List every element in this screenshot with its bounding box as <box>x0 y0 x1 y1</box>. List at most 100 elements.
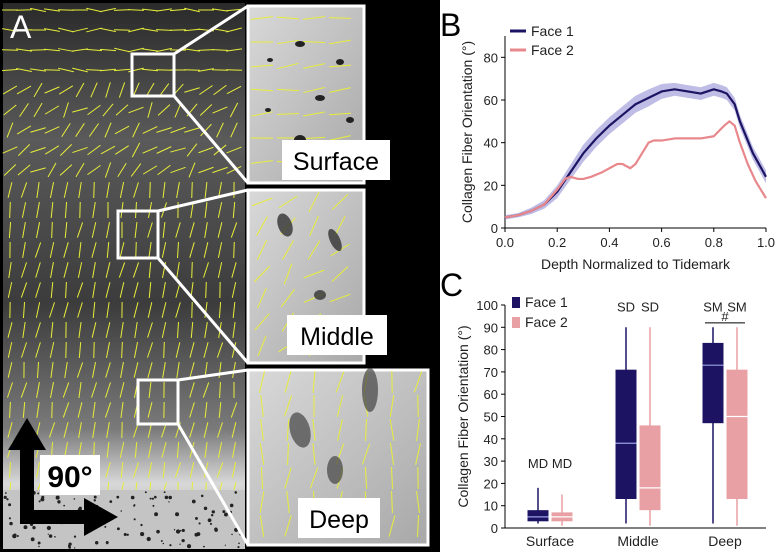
fiber-segment <box>35 322 41 338</box>
chart-b-legend-label: Face 1 <box>531 23 574 39</box>
bone-speckle <box>3 495 7 499</box>
fiber-segment <box>63 262 69 278</box>
fiber-segment <box>78 341 82 359</box>
fiber-segment <box>30 68 46 72</box>
fiber-segment <box>217 422 223 438</box>
inset-fiber-segment <box>276 88 300 92</box>
fiber-segment <box>106 441 110 459</box>
chart-c-box <box>527 510 549 522</box>
chart-b-x-tick-label: 0.4 <box>600 235 618 250</box>
fiber-segment <box>161 442 167 458</box>
fiber-segment <box>75 82 85 98</box>
inset-fiber-segment <box>417 514 419 538</box>
fiber-segment <box>16 48 32 52</box>
inset-fiber-segment <box>328 17 352 19</box>
chart-c-box <box>726 369 748 500</box>
fiber-segment <box>212 166 228 174</box>
fiber-segment <box>119 182 125 198</box>
inset-fiber-segment <box>309 215 319 237</box>
inset-fiber-segment <box>308 191 320 213</box>
arrow-right-icon <box>84 498 118 536</box>
fiber-segment <box>156 127 172 133</box>
chart-c-y-tick-label: 90 <box>484 320 498 335</box>
inset-fiber-segment <box>415 443 421 465</box>
fiber-segment <box>50 382 54 398</box>
bone-speckle <box>198 522 201 525</box>
inset-fiber-segment <box>413 371 423 393</box>
fiber-segment <box>33 82 43 98</box>
bone-speckle <box>78 506 82 510</box>
fiber-segment <box>156 47 172 53</box>
bone-speckle <box>116 527 120 531</box>
fiber-segment <box>104 402 112 418</box>
panel-b-letter: B <box>440 7 461 43</box>
fiber-segment <box>63 182 69 198</box>
chart-c-box <box>702 342 724 424</box>
chart-b-line-2 <box>504 120 767 219</box>
fiber-segment <box>198 146 214 154</box>
inset-fiber-segment <box>307 240 321 260</box>
fiber-segment <box>16 67 32 73</box>
bone-speckle <box>229 503 234 508</box>
chart-b-legend-label: Face 2 <box>531 42 574 58</box>
chart-c-annotation: MD <box>552 456 572 471</box>
inset-fiber-segment <box>284 467 292 489</box>
fiber-segment <box>148 261 152 279</box>
fiber-segment <box>133 302 139 318</box>
bone-speckle <box>74 547 76 549</box>
chart-c-annotation: SD <box>641 300 659 315</box>
fiber-segment <box>203 262 209 278</box>
fiber-segment <box>120 362 124 378</box>
fiber-segment <box>34 242 42 258</box>
inset-fiber-segment <box>312 443 316 465</box>
bone-speckle <box>94 541 99 545</box>
inset-fiber-segment <box>303 111 325 117</box>
fiber-segment <box>118 82 126 98</box>
bone-speckle <box>173 529 176 531</box>
bone-speckle <box>214 528 218 532</box>
fiber-segment <box>20 282 28 298</box>
fiber-segment <box>59 164 73 176</box>
bone-speckle <box>23 525 28 530</box>
chart-b-x-tick-label: 1.0 <box>757 235 775 250</box>
fiber-segment <box>183 28 201 32</box>
inset-fiber-segment <box>303 269 325 279</box>
chart-c-legend-swatch <box>512 297 520 308</box>
bone-speckle <box>169 544 172 547</box>
inset-fiber-segment <box>256 216 268 236</box>
chart-c-y-label: Collagen Fiber Orientation (°) <box>455 325 471 507</box>
fiber-segment <box>226 27 242 33</box>
fiber-segment <box>76 362 84 378</box>
bone-speckle <box>203 545 205 548</box>
fiber-segment <box>3 164 17 176</box>
fiber-segment <box>22 401 26 419</box>
fiber-segment <box>72 27 88 33</box>
fiber-segment <box>225 8 243 12</box>
fiber-segment <box>232 362 236 378</box>
inset-fiber-segment <box>389 443 395 465</box>
fiber-segment <box>175 342 181 358</box>
fiber-segment <box>133 462 139 478</box>
roi-box-surface <box>130 52 176 98</box>
fiber-segment <box>162 362 166 378</box>
inset-surface-label: Surface <box>293 148 379 176</box>
chart-b-y-tick-label: 40 <box>484 136 498 151</box>
inset-fiber-segment <box>284 371 292 393</box>
fiber-segment <box>226 48 242 52</box>
chart-b-x-tick-label: 0.6 <box>653 235 671 250</box>
fiber-segment <box>128 27 144 33</box>
bone-speckle <box>238 542 240 545</box>
fiber-segment <box>148 242 152 258</box>
fiber-segment <box>50 362 54 378</box>
inset-fiber-segment <box>364 466 368 490</box>
fiber-segment <box>162 221 166 239</box>
fiber-segment <box>232 201 236 219</box>
bone-speckle <box>8 503 12 507</box>
chart-c-y-tick-label: 80 <box>484 343 498 358</box>
inset-fiber-segment <box>280 288 296 308</box>
fiber-segment <box>189 242 195 258</box>
inset-fiber-segment <box>277 62 299 70</box>
bone-speckle <box>104 525 107 528</box>
inset-fiber-segment <box>259 491 265 513</box>
fiber-segment <box>50 281 54 299</box>
